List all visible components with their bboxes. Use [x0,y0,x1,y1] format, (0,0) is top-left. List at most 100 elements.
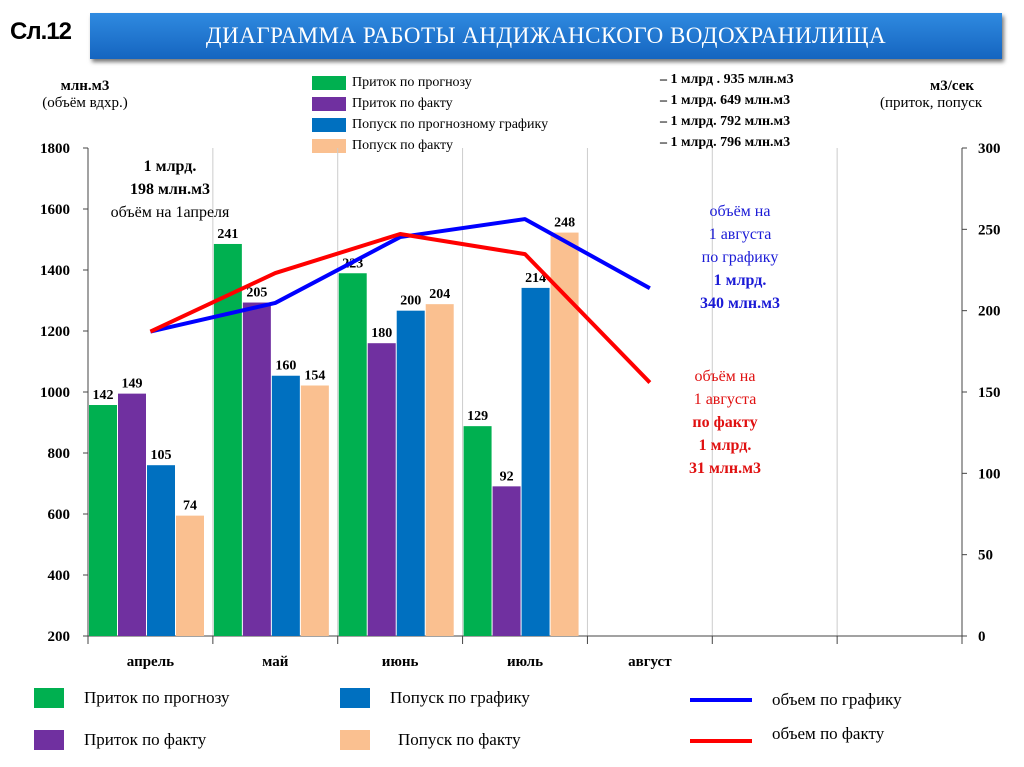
top-legend: Приток по прогнозу Приток по факту Попус… [312,72,548,156]
left-tick-label: 1400 [40,263,70,279]
left-tick-label: 1200 [40,324,70,340]
legend-swatch [340,688,370,708]
note-line: объём на [694,368,756,385]
left-axis-subtitle: (объём вдхр.) [42,95,128,111]
bar-data-label: 129 [467,409,488,424]
note-line: объём на [709,203,771,220]
right-tick-label: 0 [978,629,986,645]
right-tick-label: 50 [978,548,993,564]
x-tick-label: июнь [382,654,419,670]
legend-line-swatch [690,739,752,743]
bar-data-label: 149 [122,377,143,392]
bar [242,302,271,636]
bottom-legend-item: Попуск по факту [340,730,521,750]
legend-label: Приток по факту [84,730,207,749]
x-tick-label: апрель [127,654,174,670]
bar [521,287,550,636]
legend-label: объем по графику [772,690,902,709]
bar [396,310,425,636]
legend-value: – 1 млрд. 796 млн.м3 [660,135,791,150]
x-tick-label: июль [507,654,543,670]
legend-label: Попуск по прогнозному графику [352,116,549,132]
bar-data-label: 74 [183,499,197,514]
top-legend-item: Приток по факту [312,93,548,114]
right-axis-title: м3/сек (приток, попуск [870,78,1024,112]
legend-swatch [340,730,370,750]
legend-line-swatch [690,698,752,702]
right-tick-label: 250 [978,222,1001,238]
bar-data-label: 214 [525,271,546,286]
bar-data-label: 241 [217,227,238,242]
top-legend-values: – 1 млрд . 935 млн.м3 – 1 млрд. 649 млн.… [660,72,794,156]
legend-value: – 1 млрд . 935 млн.м3 [660,72,794,87]
legend-swatch [312,96,346,111]
bar-data-label: 180 [371,326,392,341]
bar-data-label: 154 [304,368,325,383]
bar-data-label: 205 [246,286,267,301]
x-tick-label: май [262,654,289,670]
bar [176,515,204,636]
bar [213,243,242,636]
top-legend-item: Приток по прогнозу [312,72,548,93]
note-line: по факту [692,414,758,431]
right-axis-unit: м3/сек [930,78,975,94]
x-tick-label: август [628,654,672,670]
left-tick-label: 1000 [40,385,70,401]
bar [147,465,175,636]
top-legend-item: Попуск по прогнозному графику [312,114,548,135]
right-tick-label: 100 [978,466,1001,482]
legend-label: Попуск по факту [352,137,453,153]
note-line: объём на 1апреля [110,204,230,221]
legend-swatch [34,730,64,750]
note-line: по графику [701,249,779,266]
bar-data-label: 92 [500,469,514,484]
left-axis-title: млн.м3 (объём вдхр.) [10,78,160,112]
bar [492,486,521,636]
legend-swatch [34,688,64,708]
bar-data-label: 142 [93,388,114,403]
right-tick-label: 200 [978,304,1001,320]
bar [89,405,117,636]
plan-volume-note: объём на 1 августа по графику 1 млрд. 34… [660,200,820,315]
legend-label: Попуск по факту [398,730,521,749]
bottom-legend-item: объем по факту [690,724,884,744]
note-line: 1 августа [693,391,757,408]
bar-data-label: 105 [151,448,172,463]
bottom-legend-item: Приток по прогнозу [34,688,229,708]
note-line: 198 млн.м3 [130,181,210,198]
bottom-legend-item: Приток по факту [34,730,206,750]
right-tick-label: 150 [978,385,1001,401]
bar [425,304,454,636]
left-tick-label: 600 [48,507,71,523]
note-line: 340 млн.м3 [700,295,780,312]
left-tick-label: 1800 [40,141,70,157]
note-line: 1 млрд. [698,437,752,454]
left-tick-label: 800 [48,446,71,462]
legend-swatch [312,75,346,90]
bar [300,385,329,636]
bar [367,343,396,636]
start-volume-note: 1 млрд. 198 млн.м3 объём на 1апреля [80,155,260,224]
volume-line [149,232,652,384]
left-tick-label: 200 [48,629,71,645]
bar [550,232,579,636]
bar-data-label: 248 [554,216,575,231]
bar [271,375,300,636]
fact-volume-note: объём на 1 августа по факту 1 млрд. 31 м… [645,365,805,480]
legend-swatch [312,117,346,132]
left-tick-label: 1600 [40,202,70,218]
note-line: 1 августа [708,226,772,243]
slide-number: Сл.12 [10,18,72,45]
volume-line [149,217,651,334]
legend-value: – 1 млрд. 792 млн.м3 [660,114,791,129]
note-line: 31 млн.м3 [689,460,761,477]
legend-label: Приток по прогнозу [352,74,472,90]
note-line: 1 млрд. [143,158,197,175]
note-line: 1 млрд. [713,272,767,289]
bottom-legend-item: объем по графику [690,690,902,710]
left-axis-unit: млн.м3 [60,78,110,94]
right-axis-subtitle: (приток, попуск [880,95,983,111]
bar-data-label: 160 [275,359,296,374]
legend-label: объем по факту [772,724,885,743]
